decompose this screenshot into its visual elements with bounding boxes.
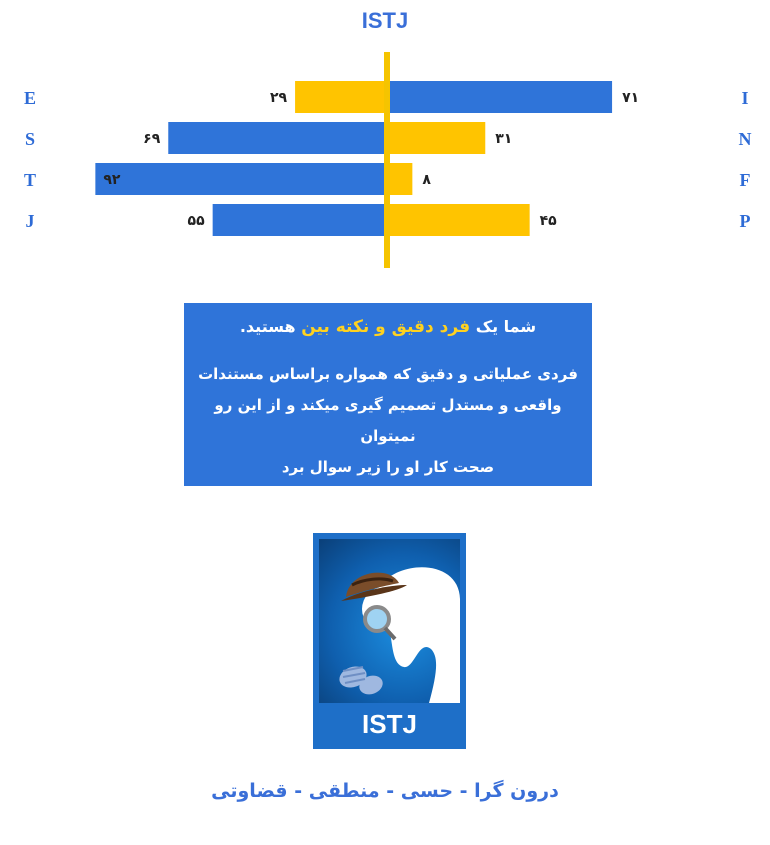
card-label: ISTJ: [362, 709, 417, 739]
left-category-label: T: [24, 170, 36, 190]
left-category-label: S: [25, 129, 35, 149]
right-value-label: ۳۱: [495, 131, 512, 147]
right-bar-P: [387, 204, 530, 236]
left-bar-S: [168, 122, 387, 154]
traits-line: درون گرا - حسی - منطقی - قضاوتی: [211, 780, 559, 802]
left-value-label: ۹۲: [103, 172, 121, 188]
right-category-label: N: [739, 129, 752, 149]
left-value-label: ۲۹: [270, 90, 288, 106]
description-line: واقعی و مستدل تصمیم گیری میکند و از این …: [214, 396, 562, 445]
description-line: صحت کار او را زیر سوال برد: [281, 458, 495, 476]
right-bar-N: [387, 122, 486, 154]
type-card: ISTJ: [313, 533, 466, 749]
left-bar-E: [295, 81, 387, 113]
description-body: فردی عملیاتی و دقیق که همواره براساس مست…: [196, 359, 580, 483]
right-bar-F: [387, 163, 413, 195]
left-value-label: ۵۵: [188, 213, 206, 229]
heading-suffix: هستید.: [239, 317, 296, 336]
personality-bar-chart: ۲۹ ۷۱ E I ۶۹ ۳۱ S N ۹۲ ۸ T F ۵۵ ۴۵ J P: [24, 52, 752, 268]
chart-title: ISTJ: [361, 8, 409, 33]
right-value-label: ۷۱: [622, 90, 639, 106]
left-bar-T: [95, 163, 388, 195]
left-value-label: ۶۹: [143, 131, 161, 147]
heading-highlight: فرد دقیق و نکته بین: [301, 317, 471, 337]
heading-prefix: شما یک: [475, 317, 537, 336]
description-line: فردی عملیاتی و دقیق که همواره براساس مست…: [198, 365, 578, 383]
description-box: شما یک فرد دقیق و نکته بین هستید. فردی ع…: [184, 303, 592, 486]
right-category-label: F: [740, 170, 751, 190]
detective-icon: [339, 567, 460, 703]
description-heading: شما یک فرد دقیق و نکته بین هستید.: [196, 317, 580, 337]
right-value-label: ۸: [422, 172, 431, 188]
left-category-label: J: [26, 211, 35, 231]
right-category-label: P: [740, 211, 751, 231]
left-category-label: E: [24, 88, 36, 108]
right-bar-I: [387, 81, 613, 113]
detective-illustration: [319, 539, 460, 703]
left-bar-J: [212, 204, 387, 236]
right-value-label: ۴۵: [540, 213, 558, 229]
right-category-label: I: [741, 88, 748, 108]
